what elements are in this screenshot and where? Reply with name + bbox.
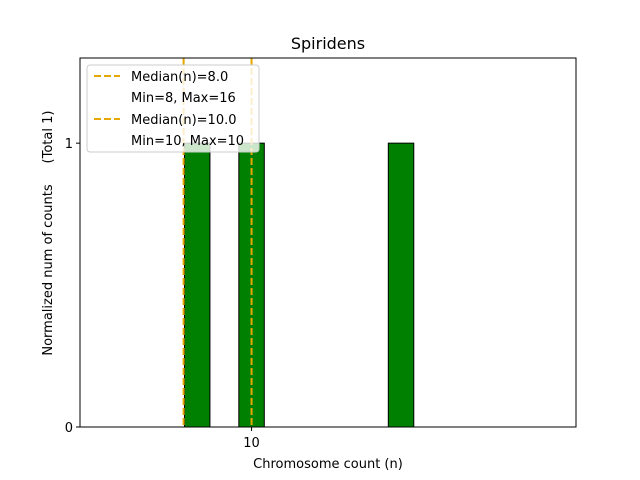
legend: Median(n)=8.0 Min=8, Max=16 Median(n)=10… [86,64,260,153]
x-tick-label: 10 [243,436,260,451]
bar-3 [387,142,415,428]
legend-frame [86,64,260,153]
y-tick-label: 1 [65,137,73,152]
bars-group [183,142,415,428]
y-tick-label: 0 [65,421,73,436]
legend-entry-2-detail: Min=10, Max=10 [131,134,244,149]
y-ticks-group: 01 [65,137,80,436]
y-axis-label-suffix: (Total 1) [41,111,56,164]
x-axis-label: Chromosome count (n) [253,457,403,472]
legend-entry-2-label: Median(n)=10.0 [131,113,237,128]
y-axis-label: Normalized num of counts [41,184,56,355]
plot-frame [79,57,577,428]
bar-1 [183,142,211,428]
legend-entry-1-label: Median(n)=8.0 [131,70,228,85]
chart-title: Spiridens [291,34,365,53]
x-ticks-group: 10 [243,427,260,451]
legend-entry-1-detail: Min=8, Max=16 [131,91,236,106]
